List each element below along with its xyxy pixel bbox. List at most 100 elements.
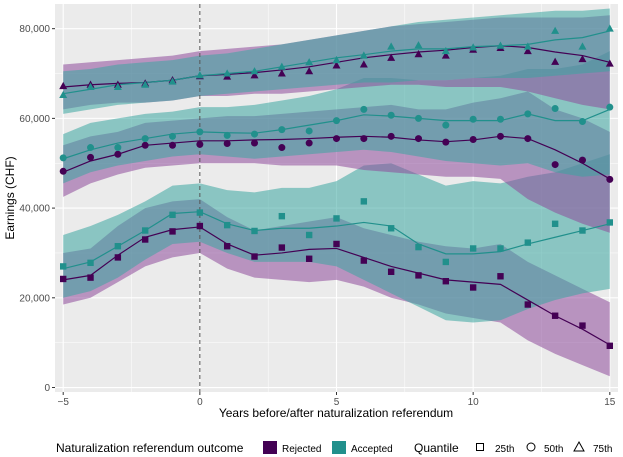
- data-point-rejected-25th: [305, 255, 313, 262]
- data-point-accepted-75th: [277, 62, 286, 70]
- data-point-rejected-25th: [196, 222, 204, 230]
- data-point-accepted-50th: [387, 111, 395, 119]
- legend-25th-label: 25th: [495, 444, 514, 455]
- y-tick-label: 40,000: [19, 204, 50, 215]
- data-point-rejected-75th: [305, 67, 314, 75]
- data-point-accepted-25th: [551, 220, 559, 227]
- data-point-accepted-25th: [606, 219, 614, 226]
- legend-75th-label: 75th: [593, 444, 612, 455]
- data-point-rejected-75th: [414, 50, 423, 58]
- data-point-accepted-75th: [605, 24, 614, 32]
- data-point-rejected-75th: [387, 53, 396, 61]
- data-point-rejected-50th: [442, 138, 450, 146]
- data-point-accepted-50th: [278, 126, 286, 134]
- series-line-rejected-25th: [63, 226, 611, 346]
- data-point-accepted-75th: [359, 51, 368, 59]
- data-point-rejected-50th: [469, 135, 477, 143]
- data-point-rejected-50th: [414, 135, 422, 143]
- data-point-accepted-75th: [523, 42, 532, 50]
- data-point-accepted-25th: [579, 227, 586, 234]
- data-point-accepted-50th: [169, 132, 177, 140]
- data-points: [59, 24, 614, 349]
- data-point-accepted-25th: [169, 211, 176, 219]
- y-axis-title: Earnings (CHF): [3, 156, 17, 239]
- data-point-accepted-50th: [360, 105, 368, 113]
- data-point-rejected-25th: [251, 253, 258, 260]
- data-point-rejected-25th: [360, 257, 368, 264]
- data-point-accepted-25th: [251, 227, 258, 235]
- data-point-rejected-50th: [114, 150, 122, 158]
- x-tick-label: 0: [197, 397, 203, 408]
- data-point-rejected-25th: [387, 268, 395, 275]
- data-point-accepted-25th: [333, 215, 340, 222]
- data-point-rejected-50th: [223, 140, 231, 148]
- y-tick-label: 80,000: [19, 24, 50, 35]
- data-point-accepted-25th: [223, 221, 231, 229]
- data-point-accepted-50th: [496, 115, 504, 123]
- data-point-rejected-25th: [415, 272, 422, 279]
- y-tick-label: 20,000: [19, 293, 50, 304]
- data-point-accepted-25th: [387, 225, 395, 232]
- data-point-accepted-50th: [305, 127, 313, 135]
- data-point-accepted-25th: [196, 209, 204, 216]
- data-point-rejected-25th: [278, 244, 286, 251]
- x-tick-label: 10: [468, 397, 480, 408]
- data-point-rejected-50th: [141, 141, 149, 149]
- legend-triangle-icon: [573, 440, 585, 452]
- data-point-rejected-50th: [387, 132, 395, 140]
- data-point-accepted-25th: [415, 243, 422, 251]
- data-point-accepted-25th: [469, 245, 477, 252]
- data-point-accepted-50th: [114, 144, 122, 152]
- data-point-accepted-75th: [195, 71, 204, 79]
- x-tick-label: 5: [334, 397, 340, 408]
- data-point-rejected-50th: [196, 140, 204, 148]
- data-point-accepted-75th: [223, 69, 232, 77]
- data-point-accepted-50th: [578, 118, 586, 126]
- data-point-accepted-50th: [551, 105, 559, 113]
- y-tick-label: 60,000: [19, 114, 50, 125]
- data-point-rejected-75th: [441, 51, 450, 59]
- data-point-rejected-25th: [87, 274, 94, 281]
- data-point-accepted-75th: [387, 42, 396, 50]
- data-point-rejected-25th: [169, 228, 176, 235]
- data-point-accepted-25th: [360, 198, 368, 205]
- data-point-accepted-75th: [551, 26, 560, 34]
- legend-circle-icon: [526, 442, 536, 452]
- data-point-accepted-50th: [251, 130, 259, 138]
- data-point-accepted-25th: [59, 263, 67, 270]
- data-point-rejected-75th: [59, 81, 68, 90]
- y-tick-label: 0: [44, 383, 50, 394]
- data-point-accepted-75th: [469, 43, 478, 51]
- data-point-rejected-25th: [551, 312, 559, 319]
- data-point-accepted-50th: [606, 103, 614, 111]
- data-point-rejected-50th: [496, 132, 504, 140]
- data-point-accepted-75th: [86, 82, 95, 90]
- data-point-rejected-50th: [59, 167, 67, 175]
- data-point-rejected-50th: [578, 156, 586, 164]
- x-tick-label: 15: [604, 397, 616, 408]
- data-point-rejected-25th: [524, 301, 532, 308]
- data-point-accepted-25th: [278, 212, 286, 220]
- data-point-accepted-50th: [333, 117, 340, 125]
- data-point-rejected-25th: [469, 284, 477, 291]
- data-point-rejected-75th: [359, 60, 368, 68]
- data-point-rejected-50th: [278, 144, 286, 152]
- legend-50th-label: 50th: [544, 444, 563, 455]
- data-point-rejected-50th: [524, 135, 532, 143]
- x-tick-label: −5: [57, 397, 69, 408]
- data-point-accepted-75th: [168, 77, 177, 85]
- data-point-rejected-50th: [305, 139, 313, 147]
- data-point-accepted-25th: [524, 239, 532, 246]
- data-point-accepted-75th: [414, 41, 423, 49]
- data-point-rejected-25th: [114, 254, 122, 261]
- data-point-accepted-75th: [332, 55, 341, 64]
- data-point-rejected-75th: [523, 46, 532, 55]
- legend-quantile-title: Quantile: [414, 441, 459, 455]
- data-point-accepted-75th: [141, 80, 150, 88]
- data-point-rejected-75th: [250, 71, 259, 79]
- data-point-accepted-75th: [59, 90, 68, 99]
- data-point-accepted-25th: [114, 243, 122, 250]
- legend: Naturalization referendum outcome Reject…: [56, 440, 612, 455]
- data-point-accepted-50th: [524, 110, 532, 118]
- legend-square-icon: [476, 443, 484, 451]
